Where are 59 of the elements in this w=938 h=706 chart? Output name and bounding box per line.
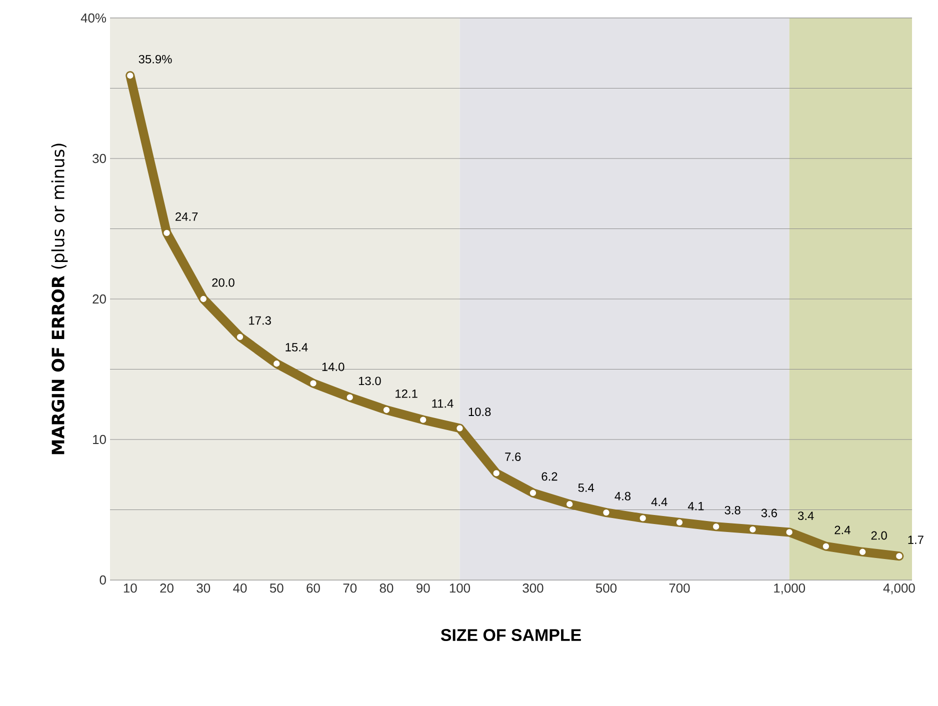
point <box>456 424 464 432</box>
point <box>309 379 318 388</box>
x-tick-label: 80 <box>380 584 394 593</box>
point <box>895 552 904 560</box>
data-label: 17.3 <box>249 316 271 325</box>
y-tick-label: 20 <box>92 294 106 304</box>
data-label: 5.4 <box>578 484 594 492</box>
x-tick-label: 40 <box>233 584 247 593</box>
y-tick-label: 0 <box>100 575 106 585</box>
data-label: 10.8 <box>468 408 491 416</box>
data-label: 13.0 <box>358 376 381 386</box>
data-label: 3.6 <box>761 508 777 518</box>
y-tick-label: 40% <box>80 13 106 23</box>
x-axis-title: SIZE OF SAMPLE <box>440 629 581 642</box>
data-label: 14.0 <box>322 362 344 372</box>
x-tick-label: 4,000 <box>883 584 915 594</box>
point <box>199 294 208 304</box>
point <box>419 416 428 424</box>
data-label: 4.4 <box>651 498 668 506</box>
data-label: 4.8 <box>614 492 631 500</box>
data-label: 7.6 <box>505 452 521 462</box>
point <box>712 522 720 531</box>
data-label: 4.1 <box>688 502 704 510</box>
x-tick-label: 100 <box>450 584 470 593</box>
point <box>272 360 281 368</box>
data-label: 2.4 <box>834 526 850 534</box>
x-tick-label: 60 <box>306 584 320 593</box>
x-tick-label: 1,000 <box>774 584 806 594</box>
x-tick-label: 50 <box>270 584 284 593</box>
data-label: 12.1 <box>396 389 418 398</box>
x-tick-label: 500 <box>596 584 617 593</box>
point <box>382 406 391 414</box>
y-axis-title: MARGIN OF ERROR (plus or minus) <box>51 144 68 454</box>
data-label: 3.8 <box>724 506 740 514</box>
point <box>638 514 647 522</box>
x-tick-label: 90 <box>416 584 430 593</box>
data-label: 11.4 <box>432 399 454 408</box>
x-tick-label: 700 <box>669 584 690 593</box>
x-tick-label: 70 <box>343 584 357 593</box>
data-label: 3.4 <box>798 512 814 520</box>
point <box>528 488 538 497</box>
data-label: 2.0 <box>871 531 887 540</box>
point <box>566 500 574 508</box>
data-label: 15.4 <box>286 343 308 352</box>
point <box>492 469 500 478</box>
y-tick-label: 30 <box>92 154 106 164</box>
x-tick-label: 20 <box>160 584 174 593</box>
data-label: 24.7 <box>176 212 198 221</box>
y-tick-label: 10 <box>93 434 106 444</box>
point <box>785 528 794 536</box>
data-label: 6.2 <box>542 472 558 481</box>
x-tick-label: 10 <box>124 584 137 593</box>
data-label: 1.7 <box>908 536 924 544</box>
point <box>126 72 134 80</box>
point <box>346 393 354 402</box>
x-tick-label: 300 <box>522 584 544 593</box>
data-label: 20.0 <box>212 278 234 287</box>
x-tick-label: 30 <box>196 584 210 593</box>
data-label: 35.9% <box>138 54 172 64</box>
